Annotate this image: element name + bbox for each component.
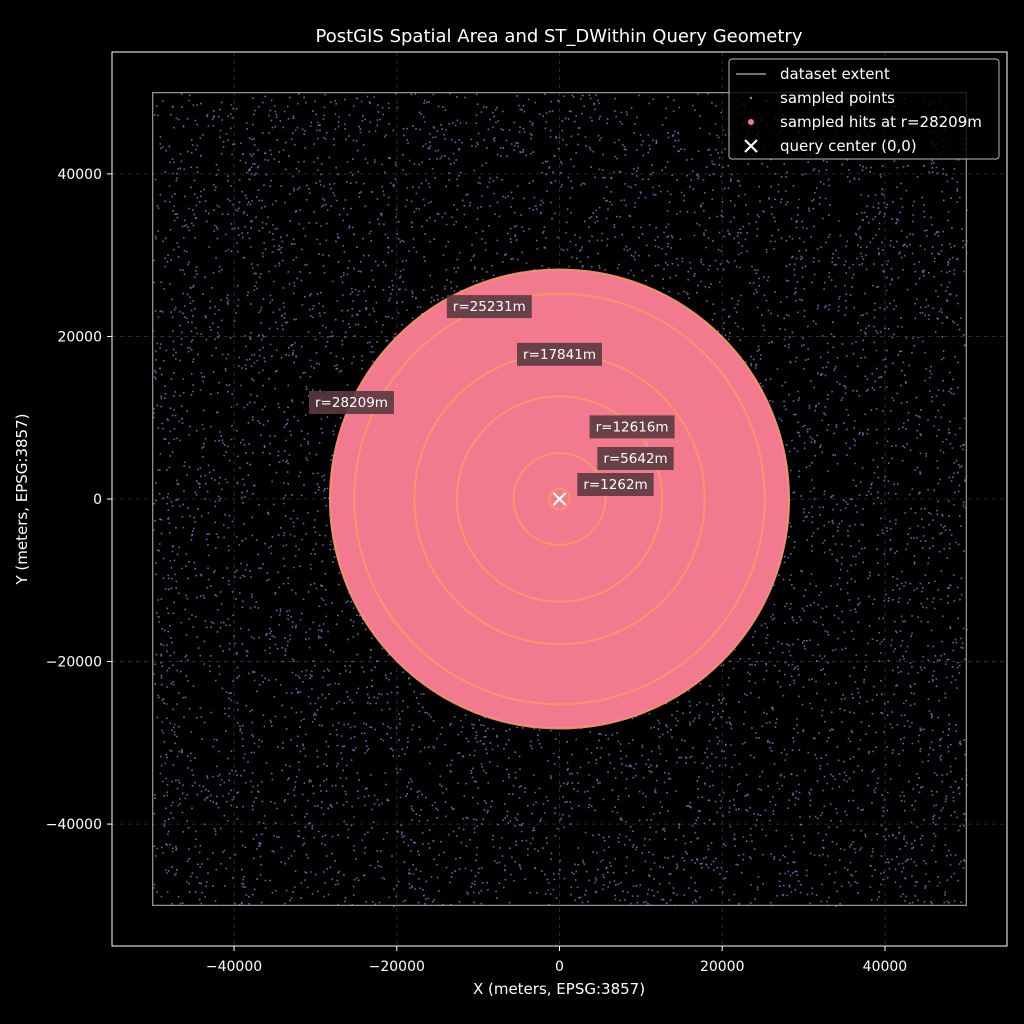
dataset-extent (152, 92, 967, 906)
y-tick-label: 20000 (57, 329, 102, 345)
x-tick-label: 40000 (863, 959, 908, 975)
legend-label: dataset extent (780, 65, 890, 83)
query-center-x-icon (552, 492, 567, 506)
legend-label: sampled points (780, 89, 895, 107)
ring-label: r=12616m (589, 415, 675, 439)
query-rings (328, 268, 791, 730)
x-tick-label: 20000 (700, 959, 745, 975)
sampled-points (152, 92, 968, 908)
y-axis-title: Y (meters, EPSG:3857) (13, 414, 31, 586)
y-tick-label: −20000 (46, 655, 102, 671)
x-tick-label: −20000 (369, 959, 425, 975)
legend-hit-icon (748, 119, 754, 125)
ring-labels: r=1262m r=5642m r=12616m r=17841m r=25231m r=… (309, 295, 675, 496)
y-tick-label: −40000 (46, 817, 102, 833)
ring-label-text: r=28209m (315, 395, 388, 411)
ring-label: r=28209m (309, 391, 394, 415)
x-axis-title: X (meters, EPSG:3857) (473, 980, 645, 998)
legend-x-icon (744, 139, 758, 153)
query-center (551, 491, 568, 507)
ring-label-box (589, 415, 675, 439)
ring-label-text: r=1262m (583, 477, 647, 493)
ring-label: r=17841m (517, 342, 602, 366)
dataset-extent-rect (152, 92, 967, 906)
y-axis: −40000 −20000 0 20000 40000 (46, 167, 112, 833)
ring-label-text: r=17841m (523, 347, 596, 363)
legend-label: sampled hits at r=28209m (780, 113, 982, 131)
y-tick-label: 40000 (57, 167, 102, 183)
query-ring (455, 395, 664, 603)
ring-label: r=5642m (597, 447, 674, 470)
x-axis: −40000 −20000 0 20000 40000 (206, 946, 907, 975)
ring-label: r=25231m (446, 295, 532, 319)
ring-label-box (597, 447, 674, 470)
ring-label-text: r=25231m (453, 299, 526, 315)
query-ring (328, 268, 791, 730)
sampled-point-cloud (152, 92, 968, 908)
ring-label-box (446, 295, 532, 319)
ring-label-text: r=12616m (596, 419, 669, 435)
chart-title: PostGIS Spatial Area and ST_DWithin Quer… (316, 26, 803, 47)
x-tick-label: 0 (555, 959, 564, 975)
query-ring (548, 487, 571, 511)
query-ring (353, 292, 766, 706)
ring-label-box (517, 342, 602, 366)
legend-label: query center (0,0) (780, 137, 917, 155)
ring-label-text: r=5642m (603, 451, 667, 467)
ring-label-box (309, 391, 394, 415)
y-tick-label: 0 (93, 492, 102, 508)
legend-box (728, 58, 1000, 160)
ring-label: r=1262m (577, 473, 654, 496)
legend-point-icon (749, 96, 753, 100)
ring-label-box (577, 473, 654, 496)
legend: dataset extent sampled points sampled hits… (728, 58, 1000, 160)
query-ring (512, 452, 607, 546)
x-tick-label: −40000 (206, 959, 262, 975)
